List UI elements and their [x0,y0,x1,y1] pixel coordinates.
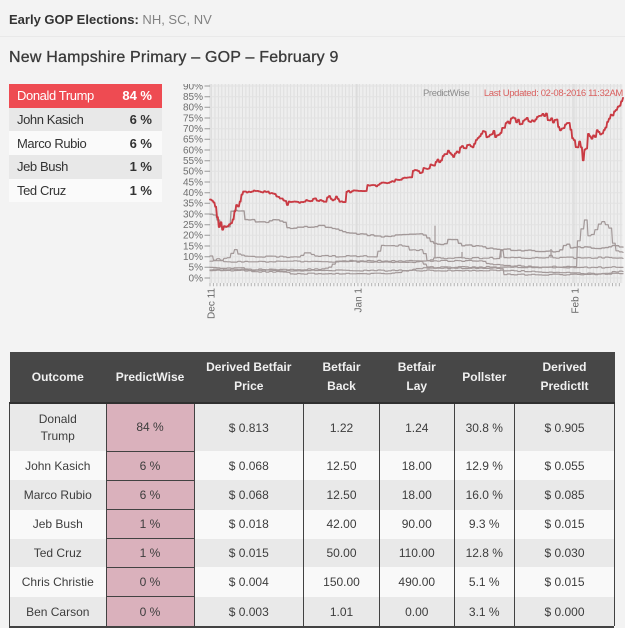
svg-text:65%: 65% [183,135,203,146]
svg-text:85%: 85% [183,92,203,103]
svg-text:30%: 30% [183,209,203,220]
svg-text:45%: 45% [183,177,203,188]
svg-text:PredictWise: PredictWise [423,88,469,99]
svg-text:Last Updated: 02-08-2016 11:32: Last Updated: 02-08-2016 11:32AM [484,88,624,99]
svg-text:70%: 70% [183,124,203,135]
svg-text:10%: 10% [183,252,203,263]
svg-text:40%: 40% [183,188,203,199]
svg-text:25%: 25% [183,220,203,231]
svg-text:20%: 20% [183,231,203,242]
svg-text:Feb 1: Feb 1 [571,288,582,314]
svg-text:50%: 50% [183,167,203,178]
svg-text:Dec 11: Dec 11 [207,288,218,319]
svg-text:0%: 0% [189,273,204,284]
svg-text:75%: 75% [183,113,203,124]
svg-text:35%: 35% [183,199,203,210]
svg-text:15%: 15% [183,241,203,252]
svg-text:60%: 60% [183,145,203,156]
svg-text:Jan 1: Jan 1 [354,288,365,313]
svg-text:5%: 5% [189,263,204,274]
svg-text:55%: 55% [183,156,203,167]
svg-text:90%: 90% [183,84,203,92]
svg-text:80%: 80% [183,103,203,114]
